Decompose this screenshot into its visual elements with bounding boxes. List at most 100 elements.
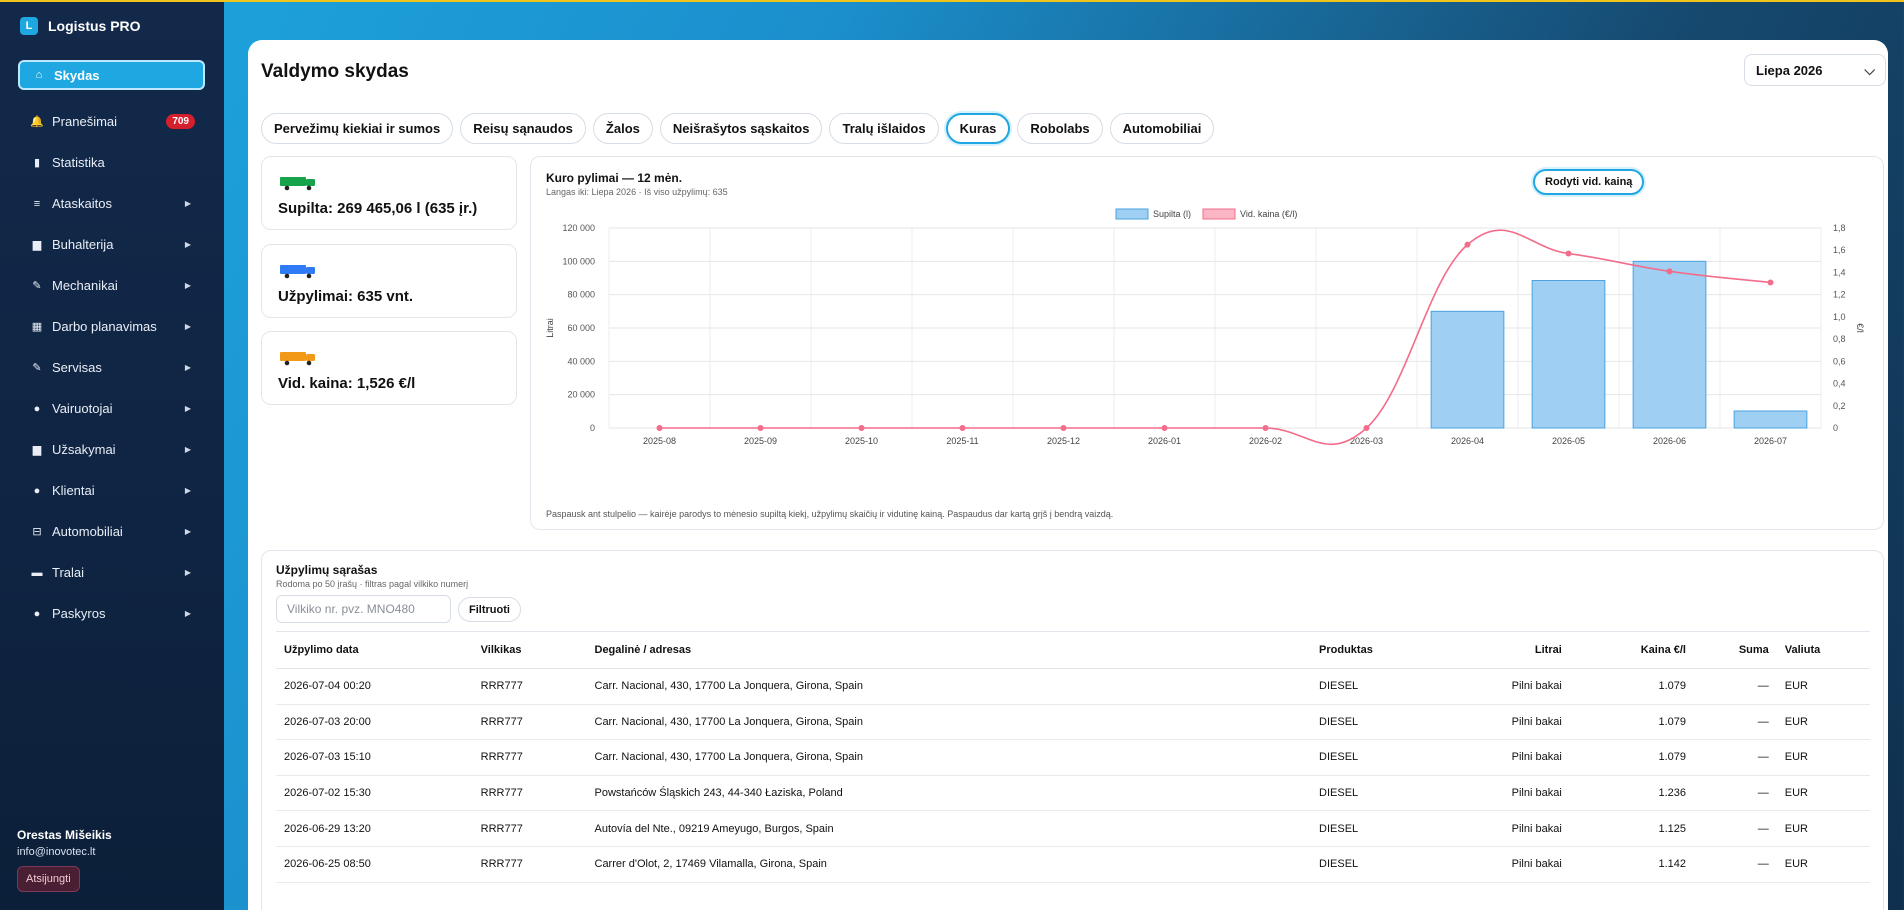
column-header[interactable]: Produktas [1311, 631, 1467, 669]
y-tick-label: 60 000 [567, 323, 595, 333]
sidebar-item-statistika[interactable]: ▮ Statistika [18, 142, 205, 183]
kpi-card-uzpylimai[interactable]: Užpylimai: 635 vnt. [261, 244, 517, 318]
tab-7[interactable]: Robolabs [1017, 113, 1103, 144]
tab-6[interactable]: Kuras [945, 113, 1011, 144]
sidebar-item-automobiliai[interactable]: ⊟ Automobiliai ▶ [18, 511, 205, 552]
column-header[interactable]: Suma [1693, 631, 1777, 669]
sidebar-item-mechanikai[interactable]: ✎ Mechanikai ▶ [18, 265, 205, 306]
table-cell: EUR [1776, 704, 1870, 741]
list-icon: ≡ [33, 197, 41, 210]
table-cell: 2026-07-03 15:10 [276, 739, 473, 776]
main-panel: Valdymo skydas Liepa 2026 ⌵ Pervežimų ki… [248, 40, 1888, 910]
table-row[interactable]: 2026-06-25 08:50 RRR777 Carrer d'Olot, 2, … [276, 846, 1870, 883]
fills-title: Užpylimų sąrašas [276, 563, 378, 577]
tab-4[interactable]: Neišrašytos sąskaitos [659, 113, 823, 144]
show-avg-price-button[interactable]: Rodyti vid. kainą [1533, 169, 1645, 195]
column-header[interactable]: Degalinė / adresas [586, 631, 1312, 669]
chevron-right-icon: ▶ [184, 404, 191, 413]
price-point-2026-07 [1767, 279, 1774, 286]
car-icon: ⊟ [32, 526, 42, 538]
x-tick-label: 2026-01 [1148, 436, 1181, 446]
y2-tick-label: 1,4 [1833, 267, 1846, 277]
price-point-2025-08 [656, 425, 663, 431]
table-row[interactable]: 2026-07-03 15:10 RRR777 Carr. Nacional, 43… [276, 739, 1870, 776]
x-tick-label: 2025-08 [643, 436, 676, 446]
month-select[interactable]: Liepa 2026 ⌵ [1744, 54, 1886, 86]
y2-tick-label: 0 [1833, 423, 1838, 433]
table-cell: Carr. Nacional, 430, 17700 La Jonquera, … [586, 704, 1312, 741]
sidebar-item-label: Automobiliai [52, 524, 123, 539]
table-body: 2026-07-04 00:20 RRR777 Carr. Nacional, 43… [276, 668, 1870, 883]
sidebar-item-skydas[interactable]: ⌂ Skydas [18, 60, 205, 90]
y2-tick-label: 1,8 [1833, 223, 1846, 233]
column-header[interactable]: Litrai [1466, 631, 1570, 669]
sidebar-item-darbo-planavimas[interactable]: ▦ Darbo planavimas ▶ [18, 306, 205, 347]
sidebar-item-label: Servisas [52, 360, 102, 375]
tab-5[interactable]: Tralų išlaidos [829, 113, 939, 144]
x-tick-label: 2026-06 [1653, 436, 1686, 446]
chevron-right-icon: ▶ [184, 281, 191, 290]
top-accent-line [0, 0, 1904, 2]
bar-2026-07 [1733, 410, 1808, 429]
chevron-right-icon: ▶ [184, 363, 191, 372]
sidebar-item-label: Užsakymai [52, 442, 116, 457]
kpi-card-vid-kaina[interactable]: Vid. kaina: 1,526 €/l [261, 331, 517, 405]
tab-2[interactable]: Reisų sąnaudos [460, 113, 586, 144]
legend-swatch-bars [1115, 208, 1149, 220]
table-cell: Pilni bakai [1466, 810, 1570, 847]
chart-icon: ▮ [33, 157, 41, 169]
chart-hint: Paspausk ant stulpelio — kairėje parodys… [546, 509, 1114, 519]
price-point-2025-09 [757, 425, 764, 431]
notification-count-badge: 709 [166, 114, 195, 129]
chevron-right-icon: ▶ [184, 322, 191, 331]
table-cell: 2026-07-03 20:00 [276, 704, 473, 741]
table-row[interactable]: 2026-07-04 00:20 RRR777 Carr. Nacional, 43… [276, 668, 1870, 705]
table-cell: 1.079 [1569, 704, 1694, 741]
y-tick-label: 20 000 [567, 390, 595, 400]
sidebar-nav: ⌂ Skydas 🔔 Pranešimai 709 ▮ Statistika ≡ Ataskai… [18, 60, 205, 634]
x-tick-label: 2026-05 [1552, 436, 1585, 446]
brand[interactable]: L Logistus PRO [20, 17, 141, 35]
tab-8[interactable]: Automobiliai [1109, 113, 1215, 144]
table-row[interactable]: 2026-07-03 20:00 RRR777 Carr. Nacional, 43… [276, 704, 1870, 741]
table-cell: EUR [1776, 846, 1870, 883]
table-row[interactable]: 2026-07-02 15:30 RRR777 Powstańców Śląskic… [276, 775, 1870, 812]
sidebar-item-paskyros[interactable]: ● Paskyros ▶ [18, 593, 205, 634]
chart-subtitle: Langas iki: Liepa 2026 · Iš viso užpylim… [546, 187, 728, 197]
sidebar-item-klientai[interactable]: ● Klientai ▶ [18, 470, 205, 511]
clipboard-icon: ▆ [32, 444, 42, 456]
sidebar-item-buhalterija[interactable]: ▆ Buhalterija ▶ [18, 224, 205, 265]
column-header[interactable]: Užpylimo data [276, 631, 473, 669]
truck-icon [280, 265, 315, 279]
kpi-card-supilta[interactable]: Supilta: 269 465,06 l (635 įr.) [261, 156, 517, 230]
column-header[interactable]: Valiuta [1776, 631, 1870, 669]
sidebar-item-u-sakymai[interactable]: ▆ Užsakymai ▶ [18, 429, 205, 470]
chevron-right-icon: ▶ [184, 609, 191, 618]
truck-number-search-input[interactable] [276, 595, 451, 623]
fuel-chart[interactable]: 0 20 000 40 000 60 000 80 000 100 000 120 000 0… [531, 201, 1885, 501]
sidebar-item-ataskaitos[interactable]: ≡ Ataskaitos ▶ [18, 183, 205, 224]
page-title: Valdymo skydas [261, 61, 409, 82]
chevron-right-icon: ▶ [184, 568, 191, 577]
bar-2026-06 [1632, 260, 1707, 429]
sidebar-item-vairuotojai[interactable]: ● Vairuotojai ▶ [18, 388, 205, 429]
table-cell: RRR777 [472, 775, 587, 812]
home-icon: ⌂ [35, 69, 43, 81]
filter-button[interactable]: Filtruoti [458, 597, 521, 622]
table-cell: DIESEL [1311, 739, 1467, 776]
column-header[interactable]: Kaina €/l [1569, 631, 1694, 669]
sidebar-item-prane-imai[interactable]: 🔔 Pranešimai 709 [18, 101, 205, 142]
user-email: info@inovotec.lt [17, 846, 96, 858]
truck-icon: ▬ [31, 566, 43, 579]
x-tick-label: 2026-02 [1249, 436, 1282, 446]
tab-3[interactable]: Žalos [592, 113, 653, 144]
table-row[interactable]: 2026-06-29 13:20 RRR777 Autovía del Nte., … [276, 810, 1870, 847]
fills-subtitle: Rodoma po 50 įrašų · filtras pagal vilki… [276, 579, 469, 589]
calendar-icon: ▦ [31, 321, 43, 333]
sidebar-item-label: Klientai [52, 483, 95, 498]
sidebar-item-tralai[interactable]: ▬ Tralai ▶ [18, 552, 205, 593]
tab-1[interactable]: Pervežimų kiekiai ir sumos [261, 113, 454, 144]
column-header[interactable]: Vilkikas [472, 631, 587, 669]
sidebar-item-servisas[interactable]: ✎ Servisas ▶ [18, 347, 205, 388]
logout-button[interactable]: Atsijungti [17, 866, 80, 892]
